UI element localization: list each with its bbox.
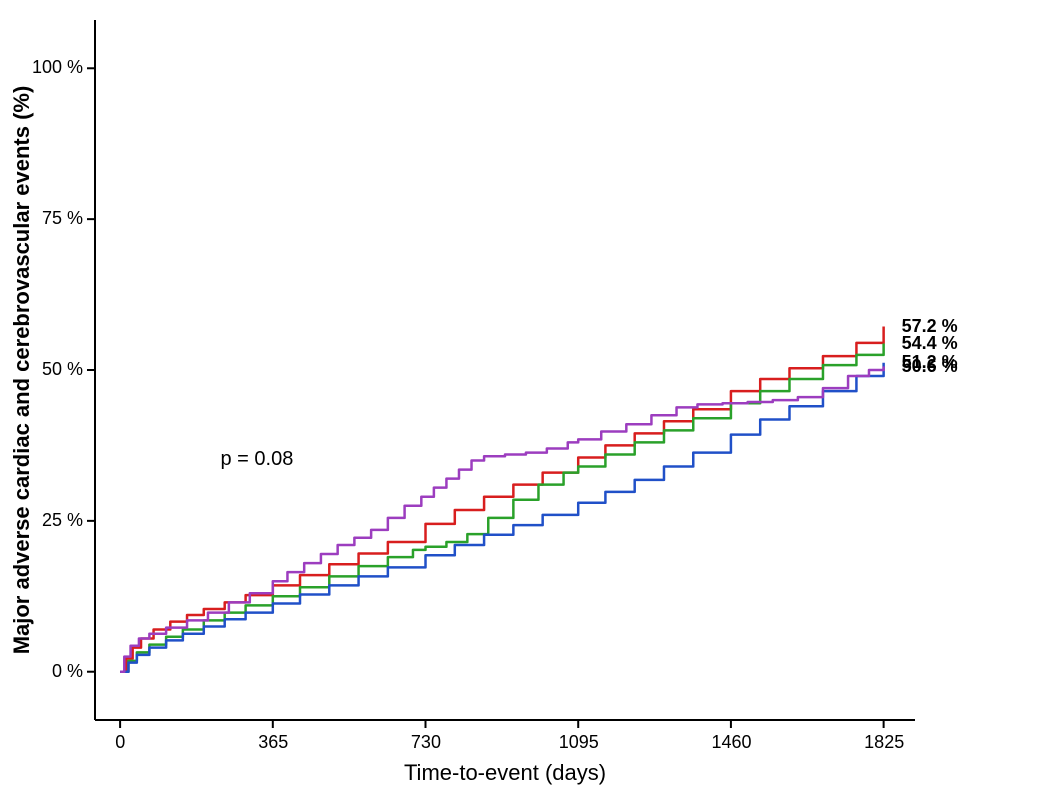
km-chart: Major adverse cardiac and cerebrovascula… — [0, 0, 1037, 796]
series-green — [120, 343, 884, 671]
x-tick-label: 1095 — [559, 732, 599, 753]
y-tick-label: 0 % — [52, 661, 83, 682]
x-axis-title: Time-to-event (days) — [404, 760, 606, 788]
plot-area — [95, 20, 915, 720]
y-tick-label: 75 % — [42, 208, 83, 229]
x-tick-label: 730 — [411, 732, 441, 753]
x-tick-label: 0 — [115, 732, 125, 753]
p-value-annotation: p = 0.08 — [221, 448, 294, 471]
y-axis-title: Major adverse cardiac and cerebrovascula… — [9, 86, 35, 655]
x-tick-label: 1460 — [711, 732, 751, 753]
x-tick-label: 365 — [258, 732, 288, 753]
end-label-green: 54.4 % — [902, 333, 958, 354]
end-label-purple: 50.6 % — [902, 356, 958, 377]
y-tick-label: 50 % — [42, 359, 83, 380]
x-tick-label: 1825 — [864, 732, 904, 753]
y-tick-label: 25 % — [42, 510, 83, 531]
y-tick-label: 100 % — [32, 57, 83, 78]
